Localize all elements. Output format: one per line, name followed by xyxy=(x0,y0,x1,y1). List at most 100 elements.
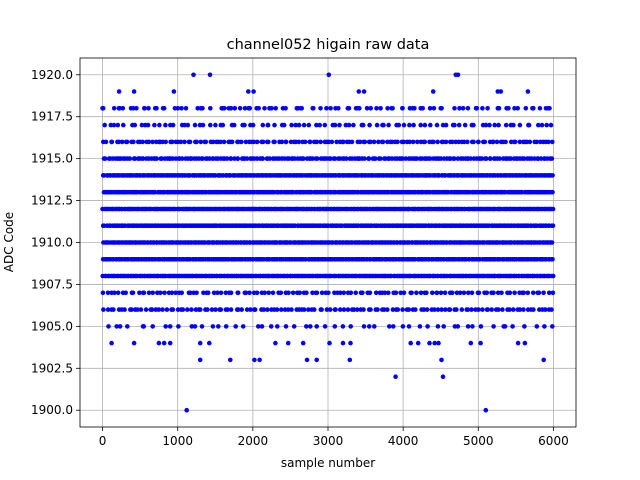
data-point xyxy=(401,290,407,296)
data-point xyxy=(296,139,302,145)
data-point xyxy=(236,307,241,312)
data-point xyxy=(536,290,542,296)
data-point xyxy=(314,357,320,363)
data-point xyxy=(373,290,379,296)
data-point xyxy=(146,139,152,145)
data-point xyxy=(216,324,221,329)
data-point xyxy=(465,139,470,145)
data-point xyxy=(478,340,483,346)
data-point xyxy=(247,106,253,111)
data-point xyxy=(304,290,309,296)
data-point xyxy=(232,106,238,111)
data-point xyxy=(452,122,457,128)
data-point xyxy=(366,156,372,161)
data-point xyxy=(185,122,191,128)
data-point xyxy=(346,106,352,111)
data-point xyxy=(427,340,432,346)
data-point xyxy=(382,290,388,296)
data-point xyxy=(447,307,453,312)
data-point xyxy=(140,139,145,145)
data-point xyxy=(341,290,347,296)
data-point xyxy=(188,290,193,296)
data-point xyxy=(499,290,504,296)
data-point xyxy=(108,122,114,128)
x-tick-label: 6000 xyxy=(538,434,569,448)
data-point xyxy=(424,307,430,312)
data-point xyxy=(244,307,250,312)
data-point xyxy=(117,324,123,329)
y-tick-label: 1902.5 xyxy=(31,361,73,375)
data-point xyxy=(100,290,106,296)
data-point xyxy=(428,122,433,128)
data-point xyxy=(293,122,299,128)
data-point xyxy=(272,139,277,145)
data-point xyxy=(455,324,461,329)
data-point xyxy=(414,156,420,161)
x-tick-label: 5000 xyxy=(463,434,494,448)
data-point xyxy=(450,139,455,145)
data-point xyxy=(220,106,226,111)
data-point xyxy=(152,106,158,111)
data-point xyxy=(400,106,405,111)
data-point xyxy=(180,307,186,312)
data-point xyxy=(224,156,230,161)
data-point xyxy=(502,324,508,329)
data-point xyxy=(491,139,496,145)
data-point xyxy=(436,340,441,346)
data-point xyxy=(406,307,412,312)
data-point xyxy=(247,290,252,296)
data-point xyxy=(139,122,145,128)
data-point xyxy=(443,139,449,145)
data-point xyxy=(184,407,189,413)
data-point xyxy=(279,139,285,145)
data-point xyxy=(223,324,229,329)
data-point xyxy=(270,290,276,296)
data-point xyxy=(362,156,367,161)
data-point xyxy=(131,89,137,94)
data-point xyxy=(281,122,287,128)
data-point xyxy=(210,139,216,145)
data-point xyxy=(150,324,155,329)
data-point xyxy=(484,290,490,296)
data-point xyxy=(360,122,366,128)
data-point xyxy=(182,139,187,145)
data-point xyxy=(179,290,184,296)
data-point xyxy=(503,139,508,145)
data-point xyxy=(543,307,548,312)
data-point xyxy=(273,106,279,111)
data-point xyxy=(152,122,157,128)
data-point xyxy=(254,290,260,296)
data-point xyxy=(354,307,360,312)
data-point xyxy=(252,357,257,363)
data-point xyxy=(378,106,383,111)
data-point xyxy=(223,290,229,296)
data-point xyxy=(347,357,353,363)
data-point xyxy=(141,290,147,296)
data-point xyxy=(130,290,136,296)
data-point xyxy=(146,290,152,296)
data-point xyxy=(262,106,267,111)
data-point xyxy=(100,106,105,111)
data-point xyxy=(265,307,270,312)
chart-title: channel052 higain raw data xyxy=(227,37,430,53)
data-point xyxy=(116,89,122,94)
data-point xyxy=(337,307,343,312)
data-point xyxy=(333,106,338,111)
data-point xyxy=(185,307,190,312)
data-point xyxy=(272,122,277,128)
data-point xyxy=(511,122,516,128)
data-point xyxy=(408,340,414,346)
data-point xyxy=(326,72,332,78)
y-tick-label: 1910.0 xyxy=(31,236,73,250)
data-point xyxy=(410,139,416,145)
data-point xyxy=(534,139,540,145)
data-point xyxy=(280,106,286,111)
data-point xyxy=(491,290,496,296)
data-point xyxy=(465,307,471,312)
data-point xyxy=(376,139,381,145)
data-point xyxy=(257,357,262,363)
data-point xyxy=(351,307,357,312)
data-point xyxy=(487,122,492,128)
data-point xyxy=(341,307,347,312)
data-point xyxy=(315,156,320,161)
